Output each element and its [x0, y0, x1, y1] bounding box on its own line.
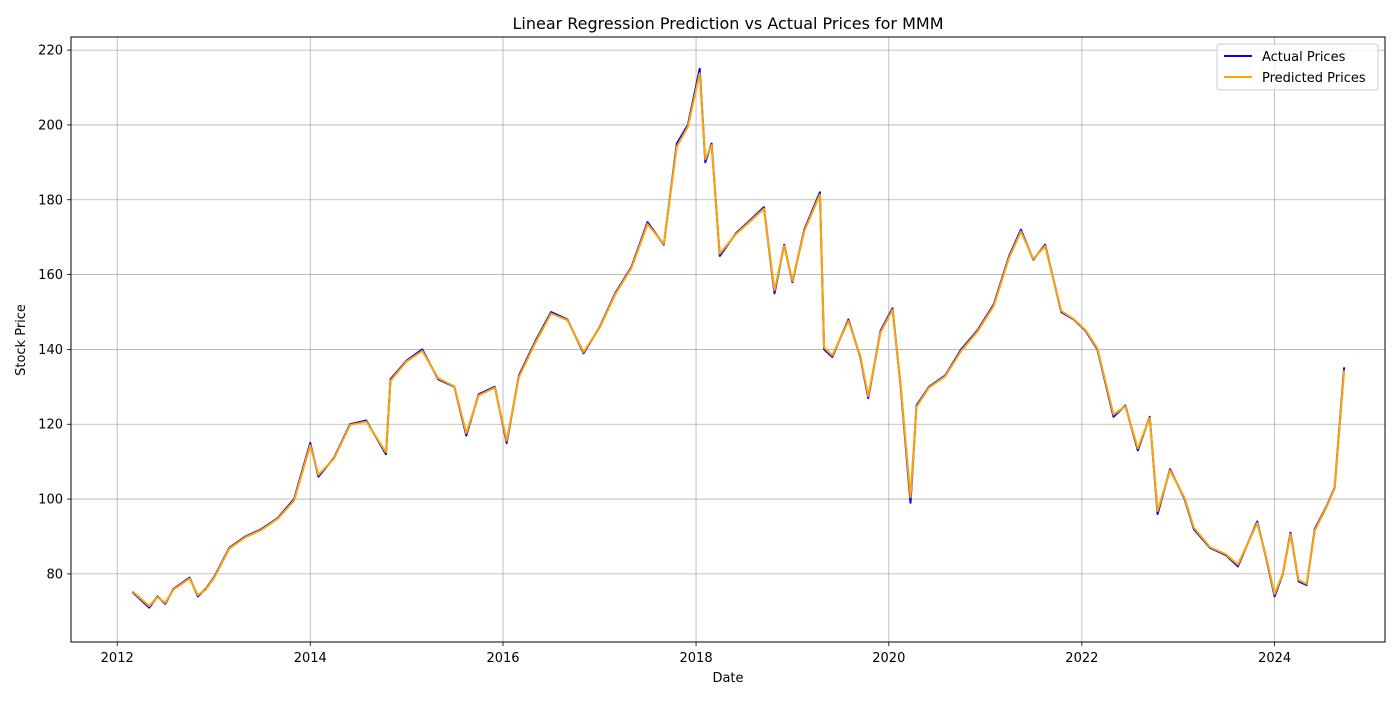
series-layer: [132, 67, 1346, 609]
x-tick-label: 2024: [1258, 651, 1291, 666]
x-tick-label: 2022: [1065, 651, 1098, 666]
grid-lines: [71, 37, 1385, 642]
legend-box: [1216, 43, 1379, 91]
y-tick-label: 100: [38, 493, 63, 508]
y-axis-ticks: 80 100 120 140 160 180 200 220: [38, 44, 71, 582]
x-tick-label: 2018: [680, 651, 713, 666]
legend-label-actual: Actual Prices: [1262, 50, 1346, 65]
x-tick-label: 2012: [101, 651, 134, 666]
y-tick-label: 140: [38, 343, 63, 358]
legend: Actual Prices Predicted Prices: [1216, 43, 1379, 91]
y-tick-label: 160: [38, 268, 63, 283]
y-tick-label: 220: [38, 44, 63, 59]
x-axis-label: Date: [712, 671, 743, 686]
y-tick-label: 200: [38, 118, 63, 133]
y-tick-label: 180: [38, 193, 63, 208]
y-tick-label: 80: [46, 567, 63, 582]
x-tick-label: 2016: [486, 651, 519, 666]
plot-frame: [70, 36, 1386, 643]
series-line-predicted: [132, 72, 1346, 608]
x-tick-label: 2014: [294, 651, 327, 666]
chart-title: Linear Regression Prediction vs Actual P…: [512, 14, 943, 33]
x-tick-label: 2020: [872, 651, 905, 666]
legend-label-predicted: Predicted Prices: [1262, 71, 1366, 86]
y-axis-label: Stock Price: [14, 304, 29, 376]
x-axis-ticks: 2012 2014 2016 2018 2020 2022 2024: [101, 642, 1291, 666]
y-tick-label: 120: [38, 418, 63, 433]
